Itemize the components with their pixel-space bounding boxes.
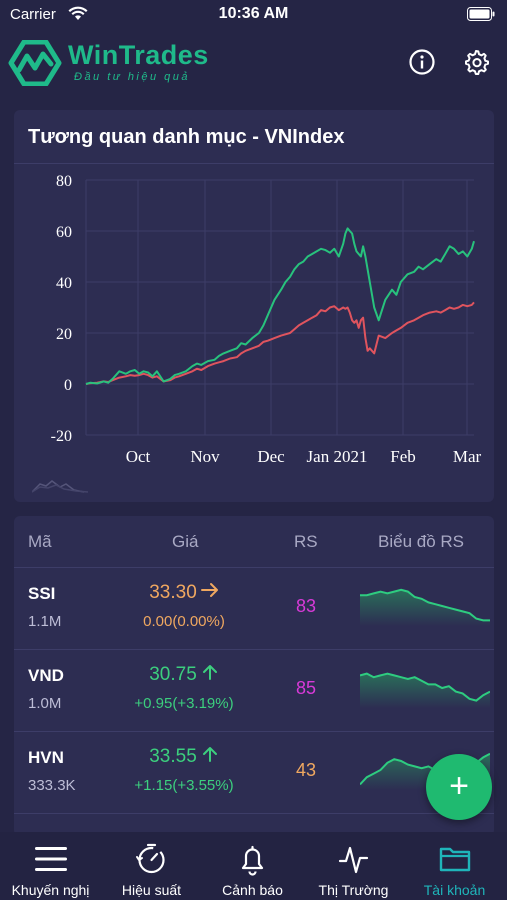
app-header: WinTrades Đầu tư hiệu quả (0, 30, 507, 94)
tab-khuyen-nghi[interactable]: Khuyến nghị (0, 832, 101, 900)
tab-label: Cảnh báo (222, 882, 283, 898)
y-tick-label: 40 (56, 275, 72, 292)
stock-symbol: SSI (28, 584, 56, 603)
activity-icon (338, 846, 369, 874)
table-row[interactable]: VND 1.0M 30.75 +0.95(+3.19%) 85 (14, 650, 494, 732)
vnindex-series-line (85, 301, 475, 385)
clock: 10:36 AM (218, 5, 289, 22)
y-tick-label: 20 (56, 326, 72, 343)
column-header-rs[interactable]: RS (294, 532, 318, 551)
wifi-icon (68, 6, 88, 20)
tab-canh-bao[interactable]: Cảnh báo (202, 832, 303, 900)
correlation-chart-card: Tương quan danh mục - VNIndex 80 60 40 20 0 -… (14, 110, 494, 502)
column-header-rs-chart[interactable]: Biểu đồ RS (378, 532, 464, 551)
sparkline-line (360, 588, 490, 622)
battery-icon (467, 7, 495, 21)
stock-volume: 1.1M (28, 613, 62, 630)
watchlist-table: Mã Giá RS Biểu đồ RS SSI 1.1M 33.30 0.00(0.… (14, 516, 494, 836)
divider (14, 163, 494, 164)
x-tick-label: Feb (390, 447, 416, 466)
stock-price: 30.75 (104, 664, 264, 686)
bell-icon (241, 845, 264, 876)
gear-icon[interactable] (462, 48, 490, 76)
portfolio-series-line (85, 227, 475, 385)
y-tick-label: -20 (51, 428, 72, 445)
sparkline-line (360, 672, 490, 702)
stock-symbol: VND (28, 666, 64, 685)
table-row[interactable]: SSI 1.1M 33.30 0.00(0.00%) 83 (14, 568, 494, 650)
stock-price: 33.30 (104, 582, 264, 604)
stock-volume: 333.3K (28, 777, 76, 794)
rs-value: 85 (295, 678, 317, 698)
correlation-line-chart[interactable]: 80 60 40 20 0 -20 Oct Nov Dec Jan 2021 Feb Mar (14, 165, 494, 475)
price-value: 30.75 (149, 664, 197, 685)
brand-tagline: Đầu tư hiệu quả (74, 71, 191, 83)
y-tick-label: 60 (56, 224, 72, 241)
tab-label: Hiệu suất (121, 882, 182, 898)
stock-volume: 1.0M (28, 695, 62, 712)
x-tick-label: Oct (126, 447, 151, 466)
rs-value: 43 (295, 760, 317, 780)
table-row[interactable]: HVN 333.3K 33.55 +1.15(+3.55%) 43 (14, 732, 494, 814)
sparkline-area (360, 673, 490, 708)
carrier-label: Carrier (10, 6, 56, 23)
info-icon[interactable] (408, 48, 436, 76)
x-tick-label: Mar (453, 447, 482, 466)
sparkline-area (360, 589, 490, 626)
tab-label: Thị Trường (318, 882, 389, 898)
price-change: +0.95(+3.19%) (134, 695, 234, 712)
x-tick-label: Nov (190, 447, 220, 466)
price-change: 0.00(0.00%) (143, 613, 225, 630)
chart-navigator-icon[interactable] (32, 478, 88, 494)
tab-hieu-suat[interactable]: Hiệu suất (101, 832, 202, 900)
status-bar: Carrier 10:36 AM (0, 0, 507, 30)
y-tick-label: 80 (56, 173, 72, 190)
stopwatch-icon (136, 843, 165, 874)
wintrades-logo-icon (8, 40, 62, 86)
tab-label: Tài khoản (423, 882, 486, 898)
tab-thi-truong[interactable]: Thị Trường (303, 832, 404, 900)
arrow-up-icon (202, 665, 217, 680)
x-tick-label: Jan 2021 (307, 447, 368, 466)
price-value: 33.30 (149, 582, 197, 603)
folder-icon (439, 847, 471, 872)
menu-icon (35, 847, 67, 871)
arrow-right-icon (200, 583, 218, 597)
add-button[interactable]: + (426, 754, 492, 820)
bottom-tab-bar: Khuyến nghị Hiệu suất Cảnh báo Thị Trườn… (0, 832, 507, 900)
rs-sparkline (360, 588, 490, 626)
stock-price: 33.55 (104, 746, 264, 768)
brand-name: WinTrades (68, 40, 209, 70)
price-change: +1.15(+3.55%) (134, 777, 234, 794)
chart-title: Tương quan danh mục - VNIndex (28, 126, 345, 148)
tab-tai-khoan[interactable]: Tài khoản (404, 832, 505, 900)
price-value: 33.55 (149, 746, 197, 767)
column-header-price[interactable]: Giá (172, 532, 199, 551)
rs-value: 83 (295, 596, 317, 616)
stock-symbol: HVN (28, 748, 64, 767)
tab-label: Khuyến nghị (11, 882, 90, 898)
x-tick-label: Dec (257, 447, 285, 466)
table-header: Mã Giá RS Biểu đồ RS (14, 516, 494, 568)
arrow-up-icon (202, 747, 217, 762)
y-tick-label: 0 (64, 377, 72, 394)
rs-sparkline (360, 672, 490, 708)
column-header-code[interactable]: Mã (28, 532, 52, 551)
